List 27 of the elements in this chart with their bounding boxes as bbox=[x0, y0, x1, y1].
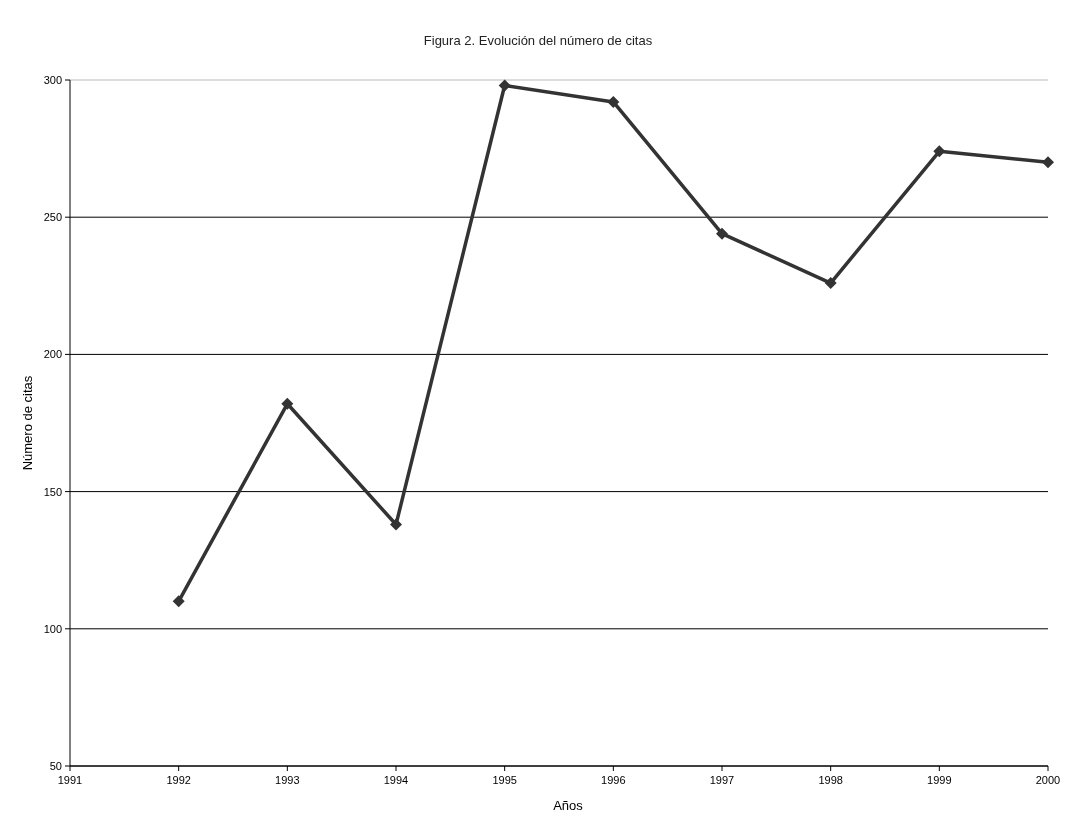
x-tick-label: 1994 bbox=[383, 774, 409, 786]
y-tick-label: 250 bbox=[43, 211, 62, 224]
point bbox=[390, 518, 402, 531]
y-tick-label: 50 bbox=[49, 760, 62, 772]
point bbox=[716, 227, 728, 240]
y-tick-label: 150 bbox=[43, 485, 62, 498]
x-tick-label: 1998 bbox=[818, 774, 843, 786]
x-tick-label: 1993 bbox=[275, 774, 300, 786]
y-tick-label: 300 bbox=[43, 74, 62, 86]
x-tick-label: 1991 bbox=[57, 774, 83, 786]
x-tick-label: 1997 bbox=[709, 774, 735, 786]
chart-title: Figura 2. Evolución del número de citas bbox=[423, 33, 653, 48]
y-tick-label: 200 bbox=[43, 348, 62, 361]
x-tick-label: 1992 bbox=[166, 774, 191, 786]
x-tick-label: 1995 bbox=[492, 774, 517, 786]
point bbox=[607, 95, 620, 108]
x-tick-label: 1999 bbox=[927, 774, 952, 786]
x-tick-label: 2000 bbox=[1035, 774, 1061, 786]
point bbox=[1042, 156, 1054, 169]
y-axis-title: Número de citas bbox=[20, 375, 35, 471]
point bbox=[498, 79, 511, 92]
x-axis-title: Años bbox=[553, 798, 584, 813]
point bbox=[172, 595, 185, 608]
point bbox=[281, 397, 294, 410]
x-tick-label: 1996 bbox=[601, 774, 626, 786]
y-tick-label: 100 bbox=[43, 622, 62, 635]
point bbox=[824, 277, 837, 290]
